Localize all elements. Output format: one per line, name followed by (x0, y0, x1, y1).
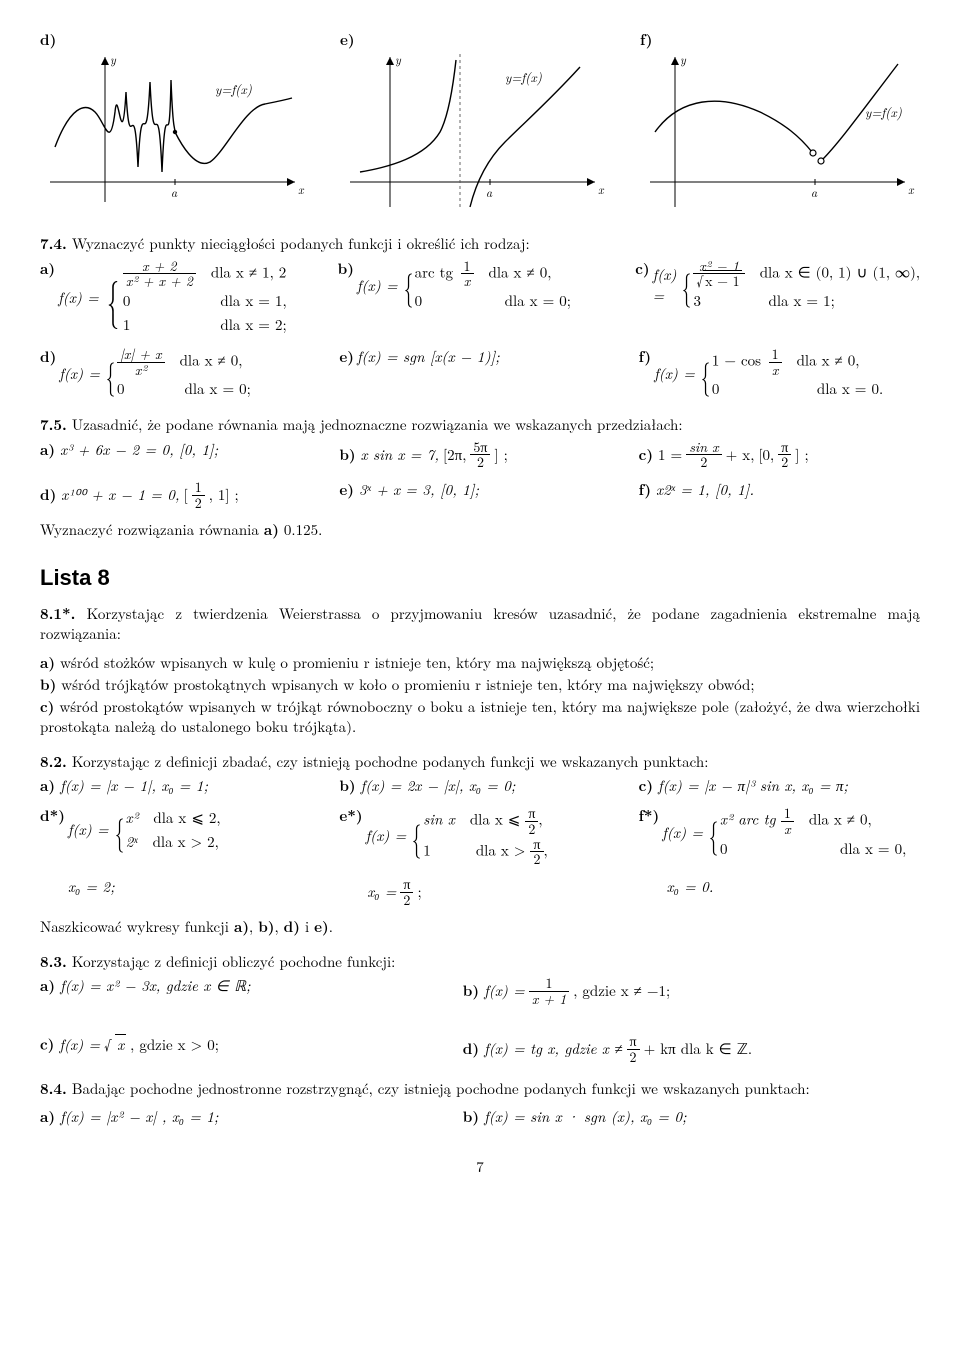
ex82-a: a) f(x) = |x − 1|, x₀ = 1; (40, 776, 321, 796)
ex83-grid: a) f(x) = x² − 3x, gdzie x ∈ ℝ; b) f(x) … (40, 976, 920, 1065)
ex83-b: b) f(x) = 1x + 1, gdzie x ≠ −1; (463, 976, 868, 1006)
ex74-c: c) f(x) = { x² − 1√x − 1 dla x ∈ (0, 1) … (635, 259, 920, 313)
ex83-intro: Korzystając z definicji obliczyć pochodn… (72, 951, 396, 972)
ex84-intro: Badając pochodne jednostronne rozstrzygn… (72, 1078, 810, 1099)
ex82-e: e*) f(x) = { sin x dla x ⩽ π2, 1 dla x >… (339, 806, 620, 867)
ex82-f-x0: x₀ = 0. (639, 877, 920, 897)
ex74-d-label: d) (40, 347, 56, 367)
lista8-title: Lista 8 (40, 563, 920, 593)
ex74-e: e) f(x) = sgn [x(x − 1)]; (339, 347, 620, 367)
ex82-row2: d*) f(x) = { x² dla x ⩽ 2, 2ˣ dla x > 2,… (40, 806, 920, 867)
ex75-row2: d) x¹⁰⁰ + x − 1 = 0, [12, 1] ; e) 3ˣ + x… (40, 480, 920, 510)
ex75-b: b) x sin x = 7, [2π, 5π2] ; (339, 440, 620, 470)
ex83-c: c) f(x) = √x, gdzie x > 0; (40, 1034, 445, 1055)
ex74-head: 7.4. (40, 233, 67, 254)
ex74-e-label: e) (339, 347, 354, 367)
ex74-d: d) f(x) = { |x| + xx² dla x ≠ 0, 0 dla x… (40, 347, 321, 401)
ex82-e-x0: x₀ = π2; (339, 877, 620, 907)
ex74-b-lhs: f(x) = (357, 276, 398, 296)
graph-d-alabel: a (171, 184, 178, 201)
ex75-c: c) 1 = sin x2 + x, [0, π2] ; (639, 440, 920, 470)
graph-e-label: e) (340, 30, 620, 50)
ex74-f-lhs: f(x) = (654, 364, 695, 384)
exercise-7-4: 7.4. Wyznaczyć punkty nieciągłości podan… (40, 234, 920, 401)
ex82-b: b) f(x) = 2x − |x|, x₀ = 0; (339, 776, 620, 796)
graph-e-fnlabel: y=f(x) (505, 67, 542, 86)
graph-d-fnlabel: y=f(x) (215, 79, 252, 98)
exercise-8-2: 8.2. Korzystając z definicji zbadać, czy… (40, 752, 920, 938)
graph-e: e) y x a y=f(x) (340, 30, 620, 212)
ex81-intro: Korzystając z twierdzenia Weierstrassa o… (40, 603, 920, 644)
ex74-b: b) f(x) = { arc tg 1x dla x ≠ 0, 0 dla x… (338, 259, 618, 313)
graph-f: f) y x a y=f(x) (640, 30, 920, 212)
ex84-row: a) f(x) = |x² − x| , x₀ = 1; b) f(x) = s… (40, 1107, 920, 1127)
exercise-7-5: 7.5. Uzasadnić, że podane równania mają … (40, 415, 920, 540)
ex75-a: a) x³ + 6x − 2 = 0, [0, 1]; (40, 440, 321, 460)
ex81-b-label: b) (40, 674, 56, 695)
page-number: 7 (40, 1157, 920, 1177)
graph-f-label: f) (640, 30, 920, 50)
graph-e-svg: y x a y=f(x) (340, 52, 610, 212)
ex74-a-label: a) (40, 259, 55, 279)
ex81-a-label: a) (40, 652, 55, 673)
graph-e-ylabel: y (395, 52, 402, 68)
ex75-d: d) x¹⁰⁰ + x − 1 = 0, [12, 1] ; (40, 480, 321, 510)
ex84-head: 8.4. (40, 1078, 67, 1099)
graph-row: d) y x a y=f(x) e) y x a (40, 30, 920, 212)
ex74-d-lhs: f(x) = (59, 364, 100, 384)
ex75-tail: Wyznaczyć rozwiązania równania a) 0.125. (40, 520, 920, 540)
ex82-c: c) f(x) = |x − π|³ sin x, x₀ = π; (639, 776, 920, 796)
ex82-d-x0: x₀ = 2; (40, 877, 321, 897)
graph-f-xlabel: x (908, 181, 915, 198)
ex75-head: 7.5. (40, 414, 67, 435)
ex81-a-text: wśród stożków wpisanych w kulę o promien… (60, 652, 654, 673)
ex74-f-label: f) (639, 347, 651, 367)
graph-d-svg: y x a y=f(x) (40, 52, 310, 212)
exercise-8-1: 8.1*. Korzystając z twierdzenia Weierstr… (40, 604, 920, 738)
graph-f-ylabel: y (680, 52, 687, 68)
ex74-f: f) f(x) = { 1 − cos 1x dla x ≠ 0, 0 dla … (639, 347, 920, 401)
graph-e-alabel: a (486, 184, 493, 201)
exercise-8-3: 8.3. Korzystając z definicji obliczyć po… (40, 952, 920, 1065)
ex74-a: a) f(x) = { x + 2x² + x + 2 dla x ≠ 1, 2… (40, 259, 320, 337)
ex75-intro: Uzasadnić, że podane równania mają jedno… (72, 414, 683, 435)
ex82-intro: Korzystając z definicji zbadać, czy istn… (72, 751, 709, 772)
ex74-c-label: c) (635, 259, 649, 279)
ex81-b-text: wśród trójkątów prostokątnych wpisanych … (61, 674, 754, 695)
ex75-e: e) 3ˣ + x = 3, [0, 1]; (339, 480, 620, 500)
ex74-b-label: b) (338, 259, 354, 279)
ex74-row2: d) f(x) = { |x| + xx² dla x ≠ 0, 0 dla x… (40, 347, 920, 401)
graph-f-fnlabel: y=f(x) (865, 102, 902, 121)
exercise-8-4: 8.4. Badając pochodne jednostronne rozst… (40, 1079, 920, 1128)
ex82-tail: Naszkicować wykresy funkcji a), b), d) i… (40, 917, 920, 937)
graph-f-svg: y x a y=f(x) (640, 52, 920, 212)
ex74-row1: a) f(x) = { x + 2x² + x + 2 dla x ≠ 1, 2… (40, 259, 920, 337)
ex84-b: b) f(x) = sin x · sgn (x), x₀ = 0; (463, 1107, 868, 1127)
graph-d: d) y x a y=f(x) (40, 30, 320, 212)
ex74-intro: Wyznaczyć punkty nieciągłości podanych f… (72, 233, 530, 254)
ex74-a-lhs: f(x) = (58, 288, 99, 308)
graph-e-xlabel: x (598, 181, 605, 198)
graph-d-ylabel: y (110, 52, 117, 68)
ex82-row1: a) f(x) = |x − 1|, x₀ = 1; b) f(x) = 2x … (40, 776, 920, 796)
ex82-d: d*) f(x) = { x² dla x ⩽ 2, 2ˣ dla x > 2, (40, 806, 321, 854)
ex83-a: a) f(x) = x² − 3x, gdzie x ∈ ℝ; (40, 976, 445, 996)
ex81-c-label: c) (40, 696, 54, 717)
ex83-d: d) f(x) = tg x, gdzie x ≠ π2 + kπ dla k … (463, 1034, 868, 1064)
ex75-f: f) x2ˣ = 1, [0, 1]. (639, 480, 920, 500)
ex83-head: 8.3. (40, 951, 67, 972)
ex75-row1: a) x³ + 6x − 2 = 0, [0, 1]; b) x sin x =… (40, 440, 920, 470)
ex81-head: 8.1*. (40, 603, 75, 624)
ex82-row3: x₀ = 2; x₀ = π2; x₀ = 0. (40, 877, 920, 907)
ex84-a: a) f(x) = |x² − x| , x₀ = 1; (40, 1107, 445, 1127)
ex82-head: 8.2. (40, 751, 67, 772)
ex74-c-lhs: f(x) = (653, 265, 677, 306)
ex74-e-text: f(x) = sgn [x(x − 1)]; (357, 347, 500, 367)
graph-f-alabel: a (811, 184, 818, 201)
graph-d-xlabel: x (298, 181, 305, 198)
ex82-f: f*) f(x) = { x² arc tg 1x dla x ≠ 0, 0 d… (639, 806, 920, 860)
graph-d-label: d) (40, 30, 320, 50)
ex81-c-text: wśród prostokątów wpisanych w trójkąt ró… (40, 696, 920, 737)
